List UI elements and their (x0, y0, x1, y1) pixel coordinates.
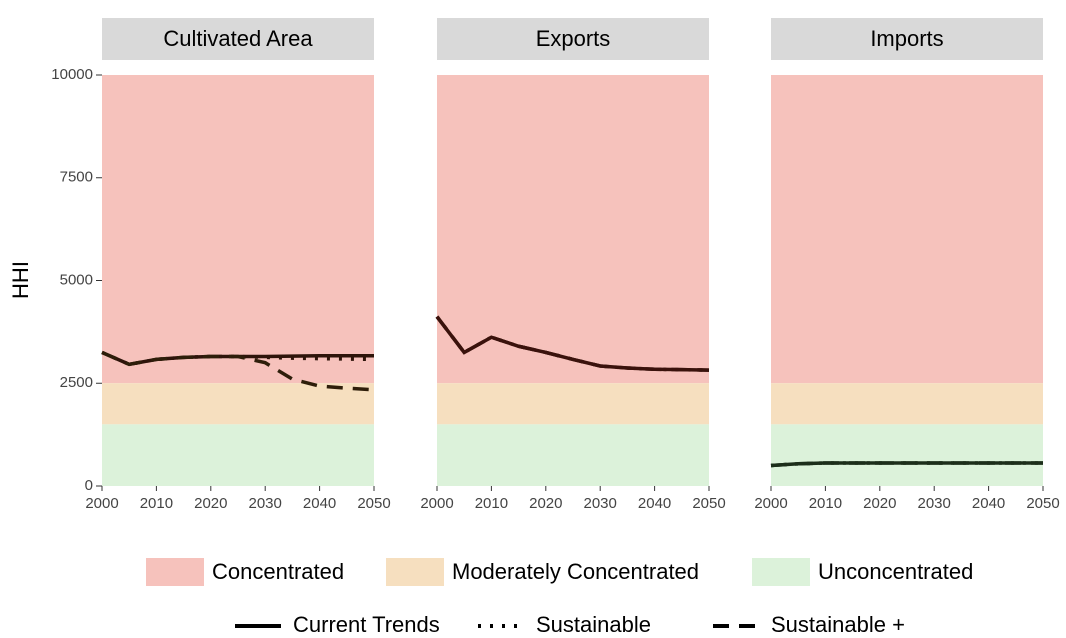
facet-strip (437, 18, 709, 60)
line (101, 350, 375, 392)
legend-label: Concentrated (212, 559, 344, 584)
x-tick-label: 2000 (420, 495, 453, 512)
band (102, 424, 374, 486)
legend-swatch (146, 558, 204, 586)
x-tick-label: 2000 (85, 495, 118, 512)
x-tick-label: 2010 (140, 495, 173, 512)
facet-title: Exports (536, 26, 611, 51)
x-tick-label: 2050 (357, 495, 390, 512)
band (771, 75, 1043, 384)
x-tick-label: 2040 (303, 495, 336, 512)
band (437, 383, 709, 425)
x-tick-label: 2040 (638, 495, 671, 512)
line (435, 315, 710, 372)
x-tick-label: 2020 (863, 495, 896, 512)
x-tick-label: 2000 (754, 495, 787, 512)
x-tick-label: 2030 (918, 495, 951, 512)
line (101, 350, 375, 367)
legend-label: Moderately Concentrated (452, 559, 699, 584)
band (102, 75, 374, 384)
legend-swatch (386, 558, 444, 586)
legend-label: Sustainable + (771, 612, 905, 637)
legend-label: Sustainable (536, 612, 651, 637)
legend-label: Current Trends (293, 612, 440, 637)
y-tick-label: 5000 (60, 271, 93, 288)
legend-swatch (752, 558, 810, 586)
y-axis-label: HHI (8, 261, 33, 299)
y-tick-label: 7500 (60, 169, 93, 186)
x-tick-label: 2040 (972, 495, 1005, 512)
x-tick-label: 2010 (809, 495, 842, 512)
band (102, 383, 374, 425)
facet-title: Cultivated Area (163, 26, 313, 51)
band (771, 383, 1043, 425)
line (435, 315, 710, 372)
facet-strip (771, 18, 1043, 60)
x-tick-label: 2050 (1026, 495, 1059, 512)
band (437, 424, 709, 486)
facet-title: Imports (870, 26, 943, 51)
band (771, 424, 1043, 486)
y-tick-label: 0 (85, 477, 93, 494)
band (437, 75, 709, 384)
x-tick-label: 2020 (194, 495, 227, 512)
x-tick-label: 2030 (249, 495, 282, 512)
line (770, 461, 1043, 468)
facet-strip (102, 18, 374, 60)
x-tick-label: 2030 (584, 495, 617, 512)
x-tick-label: 2050 (692, 495, 725, 512)
x-tick-label: 2020 (529, 495, 562, 512)
x-tick-label: 2010 (475, 495, 508, 512)
legend-label: Unconcentrated (818, 559, 973, 584)
y-tick-label: 10000 (51, 66, 93, 83)
y-tick-label: 2500 (60, 374, 93, 391)
